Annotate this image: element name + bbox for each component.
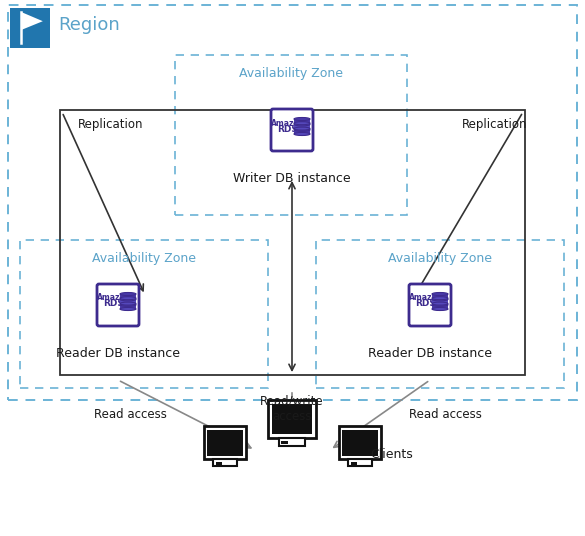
Bar bbox=[294, 130, 310, 135]
Bar bbox=[432, 294, 448, 299]
Ellipse shape bbox=[432, 308, 448, 310]
Ellipse shape bbox=[120, 302, 136, 305]
Text: RDS: RDS bbox=[104, 300, 125, 309]
Ellipse shape bbox=[120, 297, 136, 300]
Text: Writer DB instance: Writer DB instance bbox=[233, 172, 351, 185]
Bar bbox=[281, 441, 288, 444]
Text: Availability Zone: Availability Zone bbox=[388, 252, 492, 265]
Text: Replication: Replication bbox=[462, 118, 527, 131]
Text: Amazon: Amazon bbox=[409, 294, 443, 302]
Bar bbox=[294, 124, 310, 129]
Bar bbox=[208, 429, 243, 456]
Bar bbox=[432, 300, 448, 304]
Text: Read access: Read access bbox=[408, 408, 481, 421]
Bar bbox=[316, 240, 564, 388]
Ellipse shape bbox=[120, 298, 136, 301]
Bar bbox=[432, 305, 448, 310]
Text: Replication: Replication bbox=[78, 118, 143, 131]
Text: Read access: Read access bbox=[94, 408, 167, 421]
Ellipse shape bbox=[294, 122, 310, 125]
Text: Availability Zone: Availability Zone bbox=[239, 67, 343, 80]
Ellipse shape bbox=[120, 293, 136, 295]
Text: Reader DB instance: Reader DB instance bbox=[56, 347, 180, 360]
Ellipse shape bbox=[432, 297, 448, 300]
Bar bbox=[350, 462, 356, 465]
FancyBboxPatch shape bbox=[409, 284, 451, 326]
Ellipse shape bbox=[432, 303, 448, 306]
Bar bbox=[20, 240, 268, 388]
Bar bbox=[8, 5, 577, 400]
Bar bbox=[120, 305, 136, 310]
Bar bbox=[214, 459, 236, 466]
Ellipse shape bbox=[120, 308, 136, 310]
FancyBboxPatch shape bbox=[271, 109, 313, 151]
Bar bbox=[120, 300, 136, 304]
Ellipse shape bbox=[120, 303, 136, 306]
Ellipse shape bbox=[294, 117, 310, 121]
Text: Reader DB instance: Reader DB instance bbox=[368, 347, 492, 360]
Ellipse shape bbox=[432, 302, 448, 305]
Bar bbox=[60, 110, 525, 375]
FancyBboxPatch shape bbox=[97, 284, 139, 326]
Bar bbox=[342, 429, 377, 456]
Bar bbox=[294, 119, 310, 124]
Text: Amazon: Amazon bbox=[97, 294, 131, 302]
Bar bbox=[175, 55, 407, 215]
Bar bbox=[279, 438, 305, 446]
Bar bbox=[216, 462, 222, 465]
Bar bbox=[10, 8, 50, 48]
Ellipse shape bbox=[294, 132, 310, 136]
Bar bbox=[120, 294, 136, 299]
Text: Availability Zone: Availability Zone bbox=[92, 252, 196, 265]
Bar bbox=[349, 459, 371, 466]
Ellipse shape bbox=[294, 128, 310, 131]
Bar bbox=[268, 400, 316, 438]
Text: RDS: RDS bbox=[277, 124, 298, 133]
Ellipse shape bbox=[294, 127, 310, 130]
Ellipse shape bbox=[432, 293, 448, 295]
Text: Clients: Clients bbox=[370, 449, 413, 461]
Text: RDS: RDS bbox=[415, 300, 436, 309]
Text: Region: Region bbox=[58, 16, 120, 34]
Bar bbox=[272, 404, 312, 434]
Polygon shape bbox=[21, 12, 43, 30]
Ellipse shape bbox=[432, 298, 448, 301]
Ellipse shape bbox=[294, 123, 310, 126]
Bar bbox=[204, 426, 246, 459]
Text: Read/write
access: Read/write access bbox=[260, 395, 324, 423]
Text: Amazon: Amazon bbox=[271, 118, 305, 128]
Bar bbox=[339, 426, 381, 459]
